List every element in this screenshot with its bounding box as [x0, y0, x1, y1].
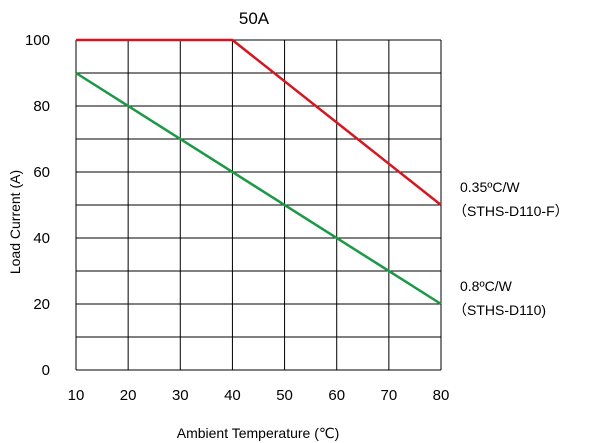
- x-tick-labels: 10 20 30 40 50 60 70 80: [68, 387, 450, 404]
- x-tick-label: 70: [381, 387, 398, 404]
- x-tick-label: 80: [433, 387, 450, 404]
- x-tick-label: 40: [224, 387, 241, 404]
- series-line-0: [76, 38, 442, 206]
- series-label-1-line-1: （STHS-D110): [453, 302, 546, 318]
- x-tick-label: 30: [172, 387, 189, 404]
- chart-title: 50A: [239, 9, 270, 28]
- x-axis-label: Ambient Temperature (℃): [177, 425, 340, 441]
- x-tick-label: 50: [276, 387, 293, 404]
- y-tick-label: 20: [33, 296, 50, 313]
- y-axis-label: Load Current (A): [7, 170, 23, 274]
- x-tick-label: 10: [68, 387, 85, 404]
- y-tick-label: 80: [33, 98, 50, 115]
- series-line-1: [75, 71, 442, 306]
- y-tick-labels: 0 20 40 60 80 100: [25, 32, 50, 379]
- series-label-0-line-0: 0.35ºC/W: [460, 179, 520, 195]
- series-lines: [75, 38, 442, 306]
- x-tick-label: 20: [120, 387, 137, 404]
- y-tick-label: 60: [33, 164, 50, 181]
- y-tick-label: 100: [25, 32, 50, 49]
- series-label-1-line-0: 0.8ºC/W: [460, 278, 513, 294]
- x-tick-label: 60: [328, 387, 345, 404]
- y-tick-label: 40: [33, 230, 50, 247]
- grid: [75, 39, 442, 371]
- series-labels: 0.35ºC/W （STHS-D110-F） 0.8ºC/W （STHS-D110): [453, 179, 569, 318]
- series-label-0-line-1: （STHS-D110-F）: [453, 203, 569, 219]
- y-tick-label: 0: [42, 362, 50, 379]
